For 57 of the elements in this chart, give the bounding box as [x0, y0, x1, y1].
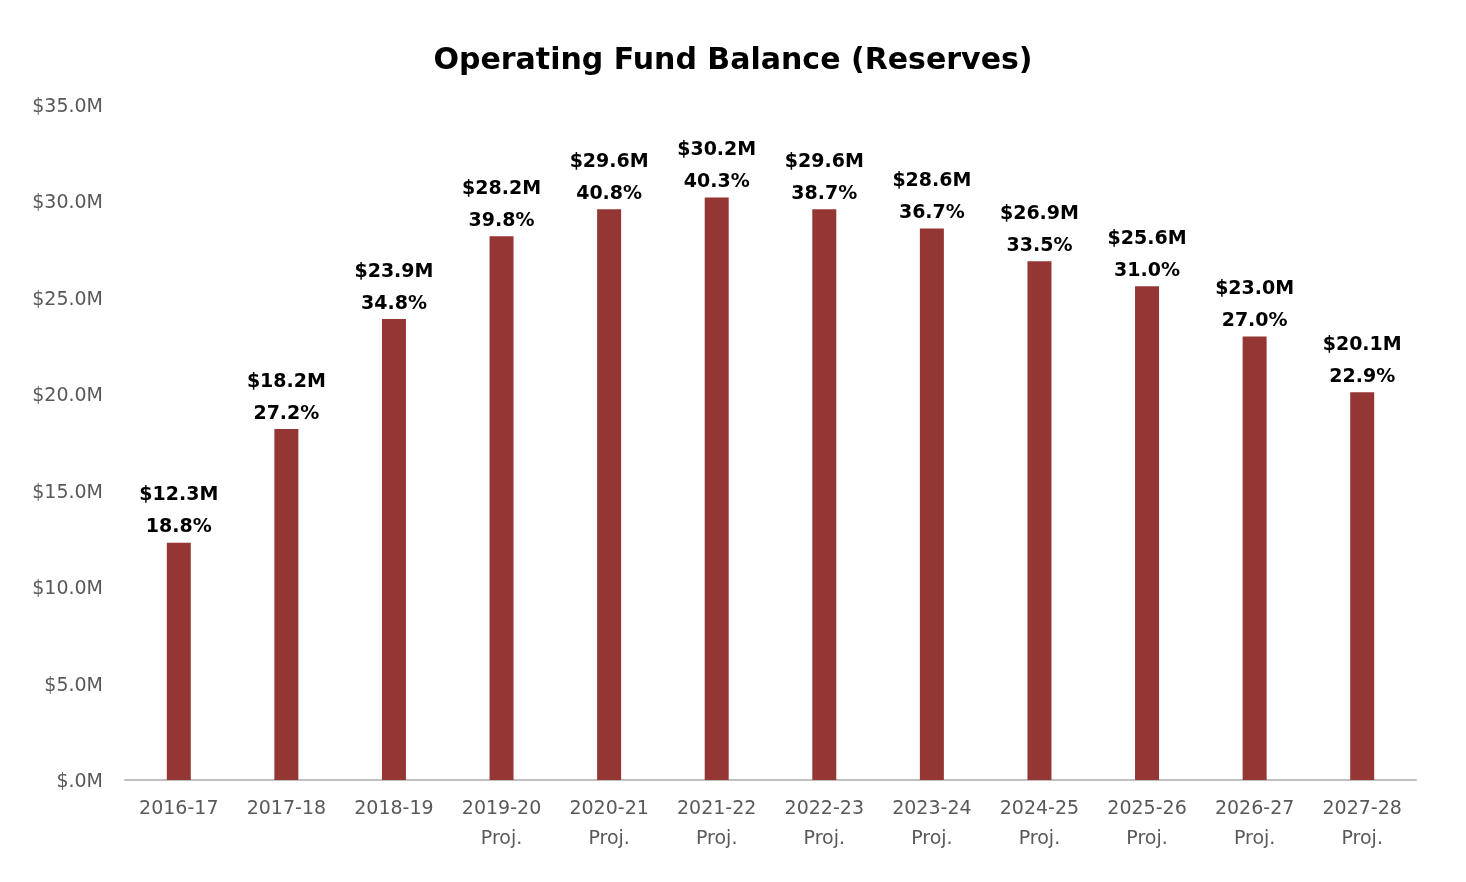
x-tick-label: 2020-21 Proj. — [569, 796, 649, 848]
bar — [381, 319, 406, 780]
data-label: $18.2M — [246, 368, 326, 391]
annotation: 39.8% — [468, 207, 535, 230]
annotation: 36.7% — [898, 199, 965, 222]
y-tick-label: $.0M — [56, 769, 103, 791]
annotation: 33.5% — [1006, 232, 1073, 255]
bar — [812, 209, 837, 780]
bar — [1242, 336, 1267, 780]
x-tick-label: 2026-27 Proj. — [1214, 796, 1295, 848]
x-tick-label: 2027-28 Proj. — [1322, 796, 1402, 848]
x-tick-label: 2021-22 Proj. — [677, 796, 757, 848]
data-label: $28.6M — [892, 167, 972, 190]
bar — [489, 236, 514, 780]
annotation: 27.2% — [253, 400, 320, 423]
x-tick-label: 2025-26 Proj. — [1107, 796, 1187, 848]
bar — [919, 228, 944, 780]
data-label: $20.1M — [1322, 331, 1402, 354]
data-label: $28.2M — [462, 175, 542, 198]
x-tick-label: 2017-18 — [246, 796, 327, 818]
data-label: $30.2M — [677, 137, 757, 160]
y-tick-label: $25.0M — [32, 286, 103, 309]
y-tick-label: $35.0M — [32, 94, 103, 116]
x-tick-label: 2024-25 Proj. — [999, 796, 1080, 848]
y-tick-label: $5.0M — [44, 672, 103, 695]
y-tick-label: $20.0M — [32, 383, 103, 406]
x-tick-label: 2023-24 Proj. — [892, 796, 972, 848]
x-tick-label: 2022-23 Proj. — [784, 796, 864, 848]
annotation: 40.3% — [683, 169, 750, 192]
chart-title: Operating Fund Balance (Reserves) — [433, 40, 1033, 76]
y-tick-label: $10.0M — [32, 576, 103, 599]
bar — [1027, 261, 1052, 780]
data-label: $25.6M — [1107, 225, 1187, 248]
data-label: $23.9M — [354, 258, 434, 281]
annotation: 40.8% — [576, 180, 643, 203]
x-tick-label: 2016-17 — [139, 796, 219, 818]
data-label: $12.3M — [139, 482, 219, 505]
annotation: 27.0% — [1221, 307, 1288, 330]
annotation: 38.7% — [791, 180, 858, 203]
data-label: $23.0M — [1215, 275, 1295, 298]
bar — [1350, 392, 1375, 780]
data-label: $26.9M — [999, 200, 1079, 223]
annotation: 22.9% — [1329, 363, 1396, 386]
annotation: 31.0% — [1114, 257, 1180, 280]
annotation: 34.8% — [361, 290, 427, 313]
annotation: 18.8% — [145, 514, 212, 537]
data-label: $29.6M — [784, 148, 864, 171]
bar — [1135, 286, 1160, 780]
bar — [704, 197, 729, 780]
y-tick-label: $15.0M — [32, 479, 103, 502]
bar — [597, 209, 622, 780]
y-tick-label: $30.0M — [32, 190, 103, 213]
x-tick-label: 2018-19 — [354, 796, 434, 818]
data-label: $29.6M — [569, 148, 649, 171]
x-tick-label: 2019-20 Proj. — [461, 796, 542, 848]
bar — [274, 429, 299, 780]
bar — [166, 542, 191, 780]
